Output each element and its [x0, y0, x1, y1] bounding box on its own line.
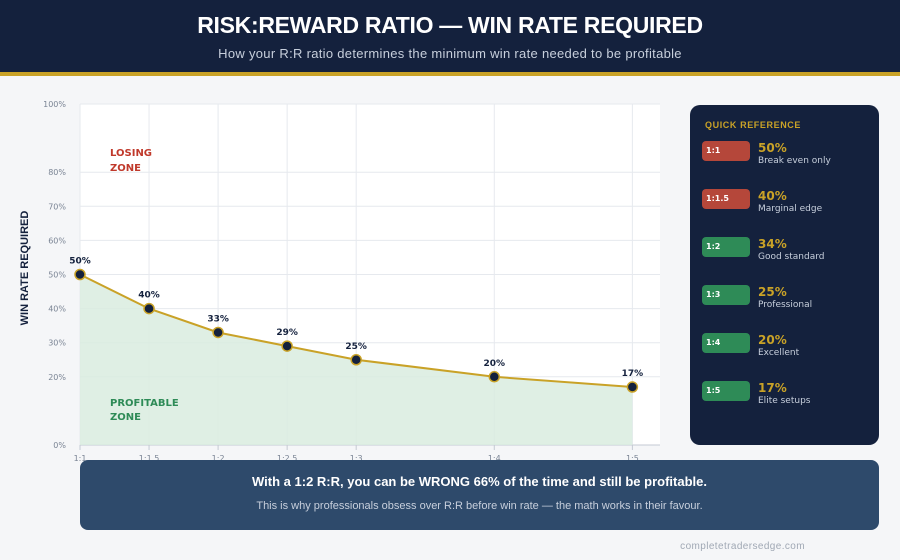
y-tick-label: 60% [48, 236, 66, 245]
data-label: 17% [622, 369, 644, 379]
reference-description: Marginal edge [758, 204, 823, 214]
data-label: 29% [276, 328, 298, 338]
header: RISK:REWARD RATIO — WIN RATE REQUIRED Ho… [0, 0, 900, 76]
x-tick-label: 1:1.5 [139, 454, 160, 463]
x-tick-label: 1:4 [488, 454, 501, 463]
quick-reference-title: QUICK REFERENCE [705, 120, 802, 130]
data-point [143, 302, 155, 315]
insight-banner: With a 1:2 R:R, you can be WRONG 66% of … [80, 460, 879, 530]
ratio-badge: 1:1.5 [702, 189, 750, 209]
win-rate-value: 25% [758, 285, 787, 299]
data-label: 25% [345, 342, 367, 352]
y-tick-label: 20% [48, 373, 66, 382]
x-tick-label: 1:3 [350, 454, 363, 463]
data-label: 40% [138, 291, 160, 301]
reference-item: 1:2 34% Good standard [702, 237, 872, 273]
x-tick-label: 1:2 [212, 454, 225, 463]
win-rate-value: 40% [758, 189, 787, 203]
win-rate-value: 17% [758, 381, 787, 395]
reference-description: Professional [758, 300, 813, 310]
x-tick-label: 1:2.5 [277, 454, 298, 463]
x-tick-label: 1:5 [626, 454, 639, 463]
reference-description: Break even only [758, 156, 831, 166]
reference-description: Good standard [758, 252, 825, 262]
data-label: 33% [207, 314, 229, 324]
page-title: RISK:REWARD RATIO — WIN RATE REQUIRED [197, 12, 703, 38]
reference-item: 1:1.5 40% Marginal edge [702, 189, 872, 225]
data-point [281, 340, 293, 352]
reference-item: 1:3 25% Professional [702, 285, 872, 321]
data-point [74, 268, 86, 281]
y-tick-label: 30% [48, 339, 66, 348]
losing-zone-line2: ZONE [110, 163, 141, 174]
data-label: 20% [484, 359, 506, 369]
win-rate-value: 34% [758, 237, 787, 251]
profitable-zone-line1: PROFITABLE [110, 398, 179, 409]
page-subtitle: How your R:R ratio determines the minimu… [218, 46, 682, 61]
quick-reference-panel: QUICK REFERENCE 1:1 50% Break even only 1:1… [690, 105, 879, 445]
data-label: 50% [69, 257, 91, 267]
x-tick-label: 1:1 [74, 454, 87, 463]
y-tick-label: 70% [48, 202, 66, 211]
reference-description: Excellent [758, 348, 800, 358]
x-ticks: 1:1 1:1.5 1:2 1:2.5 1:3 1:4 1:5 [74, 454, 639, 463]
y-tick-label: 0% [53, 441, 66, 450]
ratio-badge: 1:2 [702, 237, 750, 257]
data-point [350, 354, 362, 366]
ratio-badge: 1:5 [702, 381, 750, 401]
ratio-badge: 1:3 [702, 285, 750, 305]
y-tick-label: 50% [48, 271, 66, 280]
reference-item: 1:1 50% Break even only [702, 141, 872, 177]
reference-item: 1:5 17% Elite setups [702, 381, 872, 417]
y-axis-title: WIN RATE REQUIRED [19, 211, 31, 326]
reference-description: Elite setups [758, 396, 811, 406]
y-tick-label: 80% [48, 168, 66, 177]
ratio-badge: 1:1 [702, 141, 750, 161]
footer-url: completetradersedge.com [680, 541, 805, 552]
data-point [488, 371, 501, 383]
data-point [212, 326, 224, 339]
win-rate-chart: 50% 40% 33% 29% 25% 20% 17% 0% 20% 30% 40% 50% 60% 7… [19, 100, 660, 463]
win-rate-value: 50% [758, 141, 787, 155]
banner-headline: With a 1:2 R:R, you can be WRONG 66% of … [252, 474, 707, 489]
win-rate-value: 20% [758, 333, 787, 347]
y-ticks: 0% 20% 30% 40% 50% 60% 70% 80% 100% [43, 100, 66, 450]
point-labels: 50% 40% 33% 29% 25% 20% 17% [69, 257, 643, 380]
y-tick-label: 40% [48, 305, 66, 314]
markers [74, 268, 639, 393]
banner-subtext: This is why professionals obsess over R:… [256, 500, 703, 512]
ratio-badge: 1:4 [702, 333, 750, 353]
data-point [626, 381, 639, 393]
losing-zone-line1: LOSING [110, 148, 152, 159]
y-tick-label: 100% [43, 100, 66, 109]
reference-item: 1:4 20% Excellent [702, 333, 872, 369]
profitable-zone-line2: ZONE [110, 412, 141, 423]
